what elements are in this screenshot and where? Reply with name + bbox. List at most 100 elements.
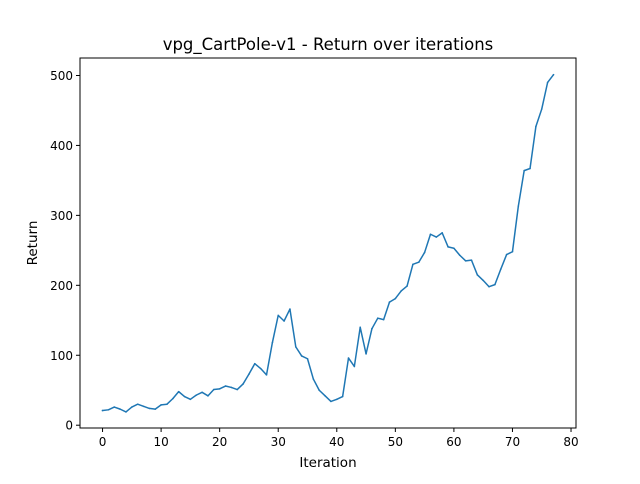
data-point xyxy=(511,250,514,253)
data-point xyxy=(341,395,344,398)
plot-area-frame xyxy=(79,57,577,429)
data-point xyxy=(470,259,473,261)
data-point xyxy=(101,409,104,412)
data-point xyxy=(224,385,227,387)
y-axis-label: Return xyxy=(25,221,41,266)
data-point xyxy=(353,365,356,368)
data-point xyxy=(177,390,180,393)
x-tick-label: 80 xyxy=(563,435,578,449)
data-point xyxy=(230,386,233,389)
x-tick-label: 40 xyxy=(329,435,344,449)
data-point xyxy=(453,247,455,250)
data-point xyxy=(406,285,408,287)
data-point xyxy=(166,403,168,406)
data-point xyxy=(412,263,414,266)
data-point xyxy=(482,279,484,282)
data-point xyxy=(464,260,467,262)
data-point xyxy=(458,254,461,257)
x-axis-label: Iteration xyxy=(299,455,356,471)
y-tick-label: 100 xyxy=(50,349,73,363)
data-point xyxy=(359,326,362,329)
data-point xyxy=(523,169,525,172)
x-tick-label: 70 xyxy=(505,435,520,449)
data-point xyxy=(213,388,215,391)
data-point xyxy=(201,391,203,394)
data-point xyxy=(365,353,367,355)
data-point xyxy=(300,355,303,357)
data-point xyxy=(394,297,397,300)
data-point xyxy=(429,233,432,236)
data-point xyxy=(371,327,373,330)
data-point xyxy=(312,378,315,380)
data-point xyxy=(400,290,403,292)
data-point xyxy=(160,404,162,406)
data-point xyxy=(283,320,285,322)
data-point xyxy=(447,246,449,248)
data-point xyxy=(324,395,326,397)
data-point xyxy=(271,341,274,344)
data-point xyxy=(195,394,198,396)
y-tick-label: 400 xyxy=(50,139,73,153)
data-point xyxy=(119,408,121,410)
data-point xyxy=(505,253,508,256)
chart-title: vpg_CartPole-v1 - Return over iterations xyxy=(163,35,494,55)
data-point xyxy=(306,357,309,360)
data-point xyxy=(218,388,221,390)
data-point xyxy=(499,268,502,271)
y-tick-label: 500 xyxy=(50,69,73,83)
data-point xyxy=(142,405,145,408)
data-point xyxy=(265,374,268,376)
data-point xyxy=(318,389,321,392)
data-point xyxy=(441,232,443,234)
data-point xyxy=(388,301,391,303)
data-point xyxy=(148,407,151,410)
data-point xyxy=(207,395,209,397)
data-point xyxy=(529,167,531,170)
x-tick-label: 0 xyxy=(99,435,107,449)
data-point xyxy=(154,408,157,410)
data-point xyxy=(242,383,244,385)
x-tick-label: 20 xyxy=(212,435,227,449)
data-point xyxy=(277,314,280,317)
data-point xyxy=(189,398,192,401)
data-point xyxy=(423,251,426,254)
data-point xyxy=(347,357,350,359)
data-point xyxy=(107,409,110,411)
x-tick-label: 30 xyxy=(271,435,286,449)
x-tick-label: 60 xyxy=(446,435,461,449)
data-point xyxy=(376,317,379,319)
y-tick-label: 200 xyxy=(50,279,73,293)
y-tick-label: 300 xyxy=(50,209,73,223)
data-point xyxy=(248,373,250,375)
data-point xyxy=(552,73,555,76)
data-point xyxy=(183,395,186,398)
data-point xyxy=(289,308,291,310)
data-point xyxy=(382,318,385,321)
data-point xyxy=(535,125,537,128)
data-point xyxy=(494,283,496,286)
data-point xyxy=(294,346,297,348)
data-point xyxy=(172,397,174,400)
data-point xyxy=(546,81,549,84)
data-point xyxy=(136,403,139,406)
data-point xyxy=(259,367,262,370)
data-point xyxy=(125,411,127,413)
x-tick-label: 10 xyxy=(153,435,168,449)
data-point xyxy=(131,406,133,408)
data-point xyxy=(476,274,479,276)
data-point xyxy=(330,400,332,403)
data-point xyxy=(335,398,338,401)
data-point xyxy=(540,108,543,110)
data-point xyxy=(517,205,520,208)
data-point xyxy=(435,236,438,238)
x-tick-label: 50 xyxy=(388,435,403,449)
series-line xyxy=(101,73,555,413)
data-point xyxy=(254,362,256,365)
y-tick-label: 0 xyxy=(65,419,73,433)
data-point xyxy=(236,388,239,391)
data-point xyxy=(417,261,420,264)
data-point xyxy=(488,285,490,288)
data-point xyxy=(113,406,116,408)
